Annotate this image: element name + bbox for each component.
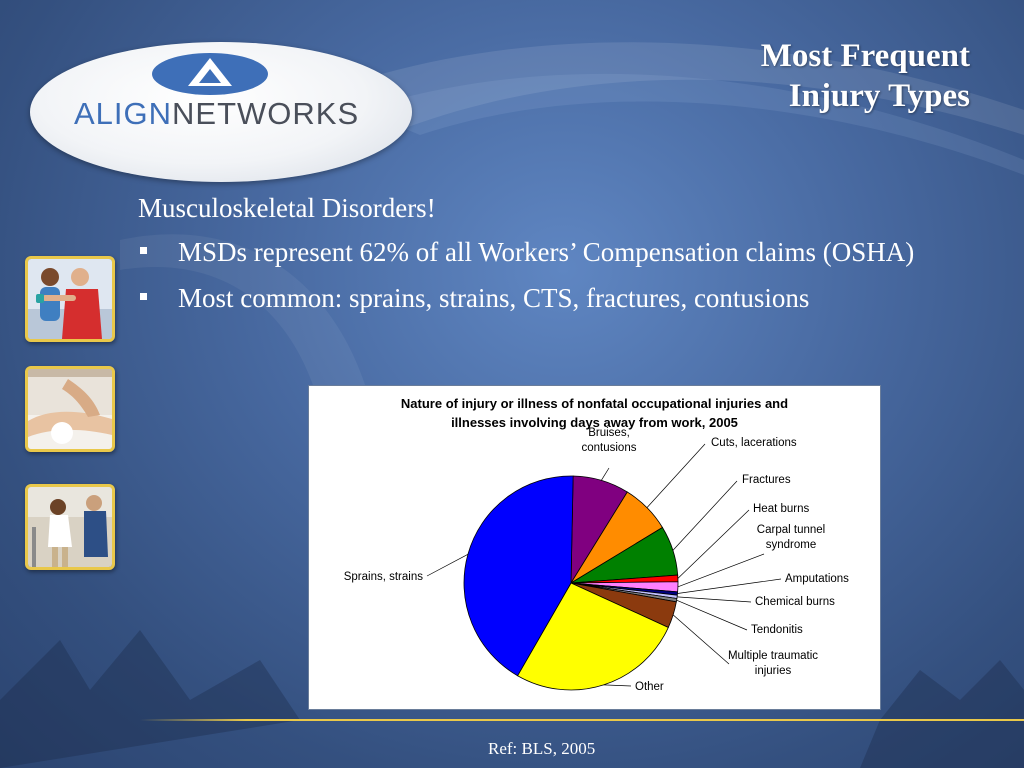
- slice-label: Carpal tunnel syndrome: [757, 524, 825, 551]
- bullet-square-icon: [140, 293, 147, 300]
- slide-title-line-2: Injury Types: [788, 78, 970, 114]
- slice-label: Amputations: [785, 573, 849, 585]
- leader-line: [672, 480, 738, 551]
- slide-title: Most Frequent Injury Types: [570, 36, 970, 116]
- leader-line: [677, 578, 782, 594]
- leader-line: [600, 467, 610, 481]
- pie-chart-canvas: Bruises, contusions Cuts, lacerations Fract…: [344, 427, 849, 693]
- chart-title-line-2: illnesses involving days away from work,…: [451, 415, 738, 430]
- footer-rule: [140, 719, 1024, 721]
- logo-wordmark: ALIGNNETWORKS: [74, 96, 374, 132]
- slice-label: Multiple traumatic injuries: [728, 650, 818, 677]
- slice-label: Heat burns: [753, 503, 810, 515]
- leader-line: [677, 509, 750, 579]
- bullet-text: MSDs represent 62% of all Workers’ Compe…: [178, 237, 915, 267]
- pie-slice: [463, 475, 574, 677]
- slice-label: Tendonitis: [751, 624, 803, 636]
- slice-label: Fractures: [742, 474, 791, 486]
- bullet-item: Most common: sprains, strains, CTS, frac…: [138, 280, 972, 316]
- chart-title-line-1: Nature of injury or illness of nonfatal …: [400, 396, 789, 411]
- slice-label: Other: [635, 681, 664, 693]
- chart-title: Nature of injury or illness of nonfatal …: [309, 394, 880, 432]
- reference-text: Ref: BLS, 2005: [488, 739, 596, 758]
- slice-label: Bruises, contusions: [582, 427, 637, 454]
- leader-line: [603, 684, 632, 687]
- slice-label: Chemical burns: [755, 596, 835, 608]
- leader-line: [676, 599, 748, 631]
- leader-line: [677, 596, 752, 603]
- massage-therapy-photo: [25, 366, 115, 452]
- leader-line: [677, 553, 765, 588]
- logo-align-text: ALIGN: [74, 96, 173, 131]
- bullet-item: MSDs represent 62% of all Workers’ Compe…: [138, 234, 972, 270]
- bullet-text: Most common: sprains, strains, CTS, frac…: [178, 283, 810, 313]
- slice-label: Cuts, lacerations: [711, 437, 797, 449]
- logo-networks-text: NETWORKS: [172, 96, 360, 131]
- intro-text: Musculoskeletal Disorders!: [138, 193, 436, 223]
- leader-line: [646, 443, 706, 508]
- injury-pie-chart: Nature of injury or illness of nonfatal …: [308, 385, 881, 710]
- bullet-list: MSDs represent 62% of all Workers’ Compe…: [138, 234, 972, 316]
- leader-line: [426, 554, 469, 577]
- leader-line: [672, 614, 730, 665]
- logo-triangle-icon: [152, 53, 268, 95]
- slice-label: Sprains, strains: [344, 571, 424, 583]
- walking-rehab-photo: [25, 484, 115, 570]
- bullet-square-icon: [140, 247, 147, 254]
- pie-slice: [517, 582, 669, 691]
- physical-therapy-photo: [25, 256, 115, 342]
- slide-body: Musculoskeletal Disorders! MSDs represen…: [138, 190, 972, 326]
- slide-title-line-1: Most Frequent: [760, 38, 970, 74]
